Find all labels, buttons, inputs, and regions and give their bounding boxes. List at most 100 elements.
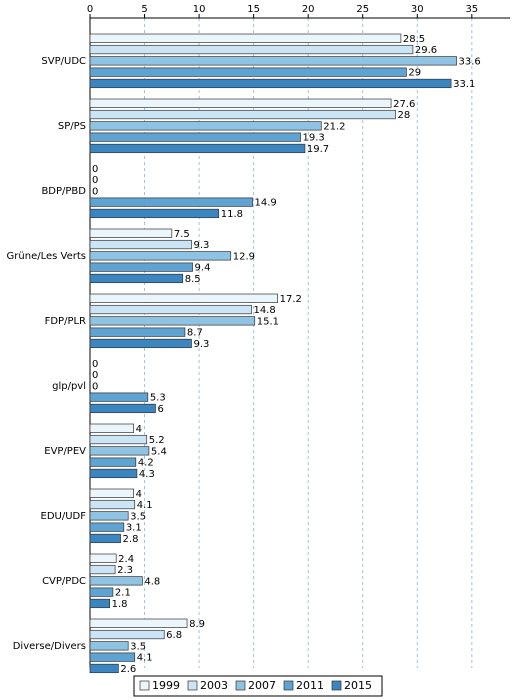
bar [89, 533, 121, 544]
legend-swatch [331, 680, 342, 691]
value-label: 6.8 [166, 630, 182, 641]
value-label: 29.6 [415, 45, 437, 56]
bar [89, 273, 184, 284]
value-label: 9.4 [195, 263, 211, 274]
bar [89, 598, 110, 609]
value-label: 8.7 [187, 328, 203, 339]
bar [89, 457, 137, 467]
value-label: 12.9 [233, 251, 255, 262]
value-label: 19.7 [307, 144, 329, 155]
bar [89, 629, 165, 640]
x-tick-label: 10 [193, 4, 206, 15]
x-tick-label: 0 [87, 4, 93, 15]
value-label: 3.5 [130, 511, 146, 522]
bar [89, 587, 114, 597]
bar [89, 44, 414, 55]
value-label: 4 [136, 489, 142, 500]
bar [89, 56, 457, 66]
bar [89, 132, 301, 142]
value-label: 19.3 [303, 133, 325, 144]
legend-swatch [235, 680, 246, 691]
x-tick-label: 30 [411, 4, 424, 15]
bar [89, 251, 232, 261]
y-tick-label: Grüne/Les Verts [7, 251, 86, 262]
bar [89, 522, 125, 532]
y-tick-label: SVP/UDC [41, 56, 86, 67]
x-tick-label: 35 [465, 4, 478, 15]
value-label: 15.1 [257, 316, 279, 327]
value-label: 4.2 [138, 458, 154, 469]
value-label: 33.1 [453, 79, 475, 90]
value-label: 11.8 [221, 209, 243, 220]
bar [89, 392, 149, 402]
bar [89, 652, 136, 662]
bar [89, 293, 278, 303]
bar [89, 434, 148, 445]
value-label: 8.5 [185, 274, 201, 285]
bar [89, 511, 129, 521]
value-label: 33.6 [459, 56, 481, 67]
bar [89, 663, 119, 674]
bar [89, 618, 188, 628]
value-label: 14.9 [255, 198, 277, 209]
value-label: 28 [397, 110, 410, 121]
bar [89, 239, 192, 250]
value-label: 5.2 [149, 435, 165, 446]
x-tick-label: 25 [356, 4, 369, 15]
y-tick-label: SP/PS [58, 121, 86, 132]
bar [89, 576, 143, 586]
legend-label: 1999 [152, 679, 180, 692]
legend-swatch [283, 680, 294, 691]
value-label: 5.3 [150, 393, 166, 404]
value-label: 27.6 [393, 99, 415, 110]
bar [89, 33, 402, 43]
legend-label: 2015 [344, 679, 372, 692]
value-label: 4.3 [139, 469, 155, 480]
bar [89, 641, 129, 651]
bar [89, 316, 256, 326]
value-label: 4.1 [137, 653, 153, 664]
y-tick-label: EDU/UDF [41, 511, 87, 522]
value-label: 0 [92, 370, 98, 381]
bar [89, 109, 396, 120]
bar [89, 262, 193, 272]
legend-label: 2007 [248, 679, 276, 692]
y-tick-label: Diverse/Divers [13, 641, 86, 652]
bar [89, 228, 173, 238]
legend-swatch [139, 680, 150, 691]
value-label: 0 [92, 381, 98, 392]
value-label: 5.4 [151, 446, 167, 457]
bar [89, 304, 252, 315]
x-tick-label: 5 [141, 4, 147, 15]
x-tick-label: 15 [247, 4, 260, 15]
value-label: 8.9 [189, 619, 205, 630]
value-label: 2.4 [118, 554, 134, 565]
value-label: 0 [92, 186, 98, 197]
bar [89, 423, 134, 433]
bar [89, 327, 186, 337]
y-tick-label: EVP/PEV [44, 446, 86, 457]
value-label: 29 [408, 68, 421, 79]
bar [89, 98, 392, 108]
bar [89, 67, 407, 77]
value-label: 1.8 [112, 599, 128, 610]
bar [89, 338, 192, 349]
bar [89, 121, 322, 131]
value-label: 3.5 [130, 641, 146, 652]
bar [89, 499, 136, 510]
value-label: 2.8 [123, 534, 139, 545]
bar [89, 488, 134, 498]
value-label: 3.1 [126, 523, 142, 534]
legend-swatch [187, 680, 198, 691]
bar [89, 446, 150, 456]
x-tick-label: 20 [302, 4, 315, 15]
bar [89, 403, 156, 414]
bar [89, 553, 117, 563]
value-label: 0 [92, 359, 98, 370]
bar [89, 143, 306, 154]
bar [89, 468, 138, 479]
value-label: 6 [157, 404, 163, 415]
value-label: 4 [136, 424, 142, 435]
value-label: 28.5 [403, 34, 425, 45]
